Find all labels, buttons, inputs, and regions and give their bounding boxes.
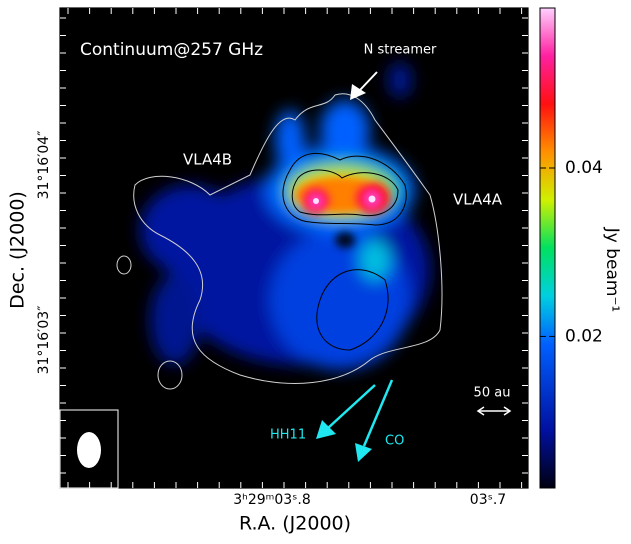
figure: Continuum@257 GHz N streamer VLA4B VLA4A…	[0, 0, 631, 540]
beam	[77, 432, 101, 468]
x-axis-label: R.A. (J2000)	[239, 513, 351, 535]
annotation: VLA4A	[453, 191, 503, 209]
annotation: VLA4B	[183, 151, 232, 169]
y-tick-label: 31°16′03″	[36, 306, 52, 375]
colorbar-tick-label: 0.02	[565, 326, 603, 346]
colorbar-tick-label: 0.04	[565, 158, 603, 178]
scale-label: 50 au	[474, 386, 511, 401]
x-tick-label: 03ˢ.7	[470, 492, 506, 508]
annotation: HH11	[270, 428, 306, 443]
colorbar-label: Jy beam⁻¹	[602, 227, 622, 313]
annotation: N streamer	[364, 43, 437, 58]
y-tick-label: 31°16′04″	[36, 131, 52, 200]
annotation: CO	[385, 434, 404, 449]
y-axis-label: Dec. (J2000)	[7, 191, 29, 309]
colorbar	[540, 8, 555, 488]
map-title: Continuum@257 GHz	[80, 40, 263, 60]
x-tick-label: 3ʰ29ᵐ03ˢ.8	[233, 492, 311, 508]
